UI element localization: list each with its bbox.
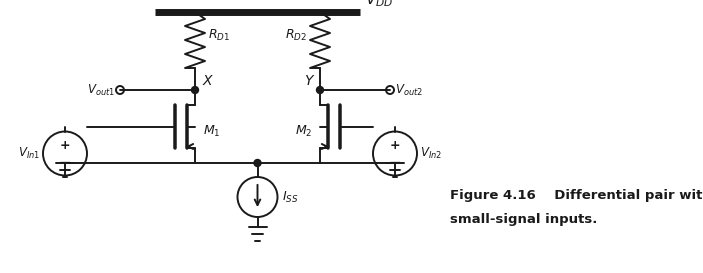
Text: $V_{In1}$: $V_{In1}$ bbox=[18, 146, 40, 161]
Circle shape bbox=[191, 87, 198, 93]
Text: +: + bbox=[60, 139, 70, 152]
Text: $R_{D1}$: $R_{D1}$ bbox=[208, 28, 230, 43]
Circle shape bbox=[254, 159, 261, 167]
Text: −: − bbox=[389, 155, 401, 170]
Circle shape bbox=[316, 87, 323, 93]
Text: $V_{out1}$: $V_{out1}$ bbox=[87, 82, 115, 97]
Text: −: − bbox=[58, 155, 72, 170]
Text: +: + bbox=[389, 139, 400, 152]
Text: $R_{D2}$: $R_{D2}$ bbox=[285, 28, 307, 43]
Text: small-signal inputs.: small-signal inputs. bbox=[450, 213, 598, 227]
Text: Figure 4.16    Differential pair with: Figure 4.16 Differential pair with bbox=[450, 188, 703, 201]
Text: $V_{In2}$: $V_{In2}$ bbox=[420, 146, 442, 161]
Text: $M_1$: $M_1$ bbox=[203, 124, 221, 139]
Text: $M_2$: $M_2$ bbox=[295, 124, 312, 139]
Text: $Y$: $Y$ bbox=[304, 74, 315, 88]
Text: $V_{DD}$: $V_{DD}$ bbox=[365, 0, 393, 9]
Text: $X$: $X$ bbox=[202, 74, 214, 88]
Text: $I_{SS}$: $I_{SS}$ bbox=[283, 189, 299, 204]
Text: $V_{out2}$: $V_{out2}$ bbox=[395, 82, 423, 97]
